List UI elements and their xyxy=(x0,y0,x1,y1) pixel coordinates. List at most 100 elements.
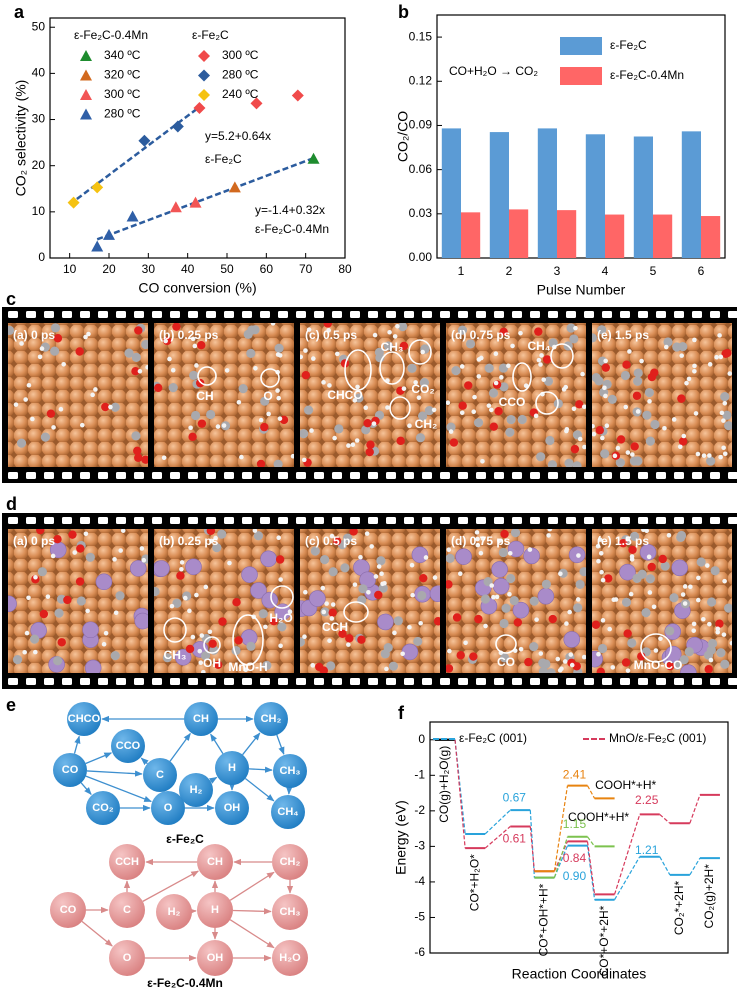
o-atom xyxy=(269,616,279,626)
film-hole xyxy=(44,472,54,479)
o-atom xyxy=(500,529,509,539)
o-atom xyxy=(570,444,580,454)
h-atom xyxy=(309,428,314,433)
film-hole xyxy=(638,472,648,479)
film-hole xyxy=(548,472,558,479)
h-atom xyxy=(577,436,583,442)
annotation: COOH*+H* xyxy=(595,778,656,792)
h-atom xyxy=(695,451,701,457)
mn-atom xyxy=(8,595,17,613)
h-atom xyxy=(478,355,484,361)
film-hole xyxy=(674,678,684,685)
point xyxy=(126,210,139,222)
panel-label: f xyxy=(398,703,405,723)
h-atom xyxy=(696,575,701,581)
c-atom xyxy=(393,616,403,626)
film-hole xyxy=(422,472,432,479)
h-atom xyxy=(646,554,652,560)
h-atom xyxy=(708,657,714,663)
h-atom xyxy=(93,387,98,392)
h-atom xyxy=(722,400,728,406)
node-label: H xyxy=(211,904,219,916)
h-atom xyxy=(647,399,652,404)
node-label: CH₃ xyxy=(280,906,301,918)
h-atom xyxy=(707,362,713,367)
c-atom xyxy=(547,460,557,467)
film-hole xyxy=(584,517,594,524)
fit-line xyxy=(96,156,314,241)
film-hole xyxy=(134,678,144,685)
h-atom xyxy=(103,630,109,636)
o-atom xyxy=(623,629,632,638)
film-hole xyxy=(404,311,414,318)
legend-swatch xyxy=(560,37,602,55)
o-atom xyxy=(622,360,631,369)
h-atom xyxy=(407,423,412,429)
x-tick-label: 40 xyxy=(181,262,195,276)
film-hole xyxy=(260,311,270,318)
h-atom xyxy=(602,385,607,391)
film-hole xyxy=(548,311,558,318)
fit-line xyxy=(68,105,201,206)
h-atom xyxy=(607,626,612,632)
h-atom xyxy=(692,337,697,343)
x-tick-label: 50 xyxy=(220,262,234,276)
node-label: H xyxy=(228,762,236,774)
o-atom xyxy=(575,400,584,409)
h-atom xyxy=(101,641,107,647)
c-atom xyxy=(446,422,456,432)
h-atom xyxy=(311,356,316,361)
c-atom xyxy=(723,603,732,613)
legend-marker xyxy=(198,50,210,62)
c-atom xyxy=(201,651,211,661)
o-atom xyxy=(616,435,626,444)
snapshot-frame xyxy=(446,529,586,673)
h-atom xyxy=(547,529,553,532)
o-atom xyxy=(452,613,462,622)
c-atom xyxy=(597,325,607,335)
node xyxy=(109,940,145,976)
o-atom xyxy=(363,418,372,428)
y-tick-label: 0.15 xyxy=(409,29,433,43)
o-atom xyxy=(632,391,642,400)
h-atom xyxy=(199,633,205,638)
h-atom xyxy=(290,453,294,459)
legend-label: 280 ºC xyxy=(104,107,141,121)
c-atom xyxy=(303,405,314,415)
h-atom xyxy=(595,543,601,549)
h-atom xyxy=(493,380,499,386)
film-hole xyxy=(26,311,36,318)
c-atom xyxy=(29,634,40,644)
o-atom xyxy=(489,422,499,431)
o-atom xyxy=(524,657,533,667)
c-atom xyxy=(12,655,23,665)
film-hole xyxy=(422,678,432,685)
legend-marker xyxy=(80,50,92,61)
c-atom xyxy=(706,456,716,466)
highlight xyxy=(408,339,432,365)
h-atom xyxy=(692,363,697,369)
h-atom xyxy=(163,338,168,344)
film-hole xyxy=(584,678,594,685)
panel-label: d xyxy=(6,494,17,514)
c-atom xyxy=(543,376,554,386)
bar xyxy=(537,128,557,258)
c-atom xyxy=(607,394,617,404)
film-hole xyxy=(296,678,306,685)
o-atom xyxy=(592,620,601,629)
x-tick-label: 2 xyxy=(506,264,513,278)
o-atom xyxy=(232,598,241,607)
h-atom xyxy=(474,530,480,535)
film-hole xyxy=(458,472,468,479)
c-atom xyxy=(529,642,539,652)
h-atom xyxy=(564,621,569,626)
h-atom xyxy=(684,380,689,386)
point xyxy=(193,102,206,114)
h-atom xyxy=(301,457,307,463)
node-label: OH xyxy=(207,952,224,964)
connector xyxy=(659,856,671,876)
h-atom xyxy=(23,397,28,402)
film-hole xyxy=(404,517,414,524)
o-atom xyxy=(650,368,659,377)
film-hole xyxy=(242,311,252,318)
